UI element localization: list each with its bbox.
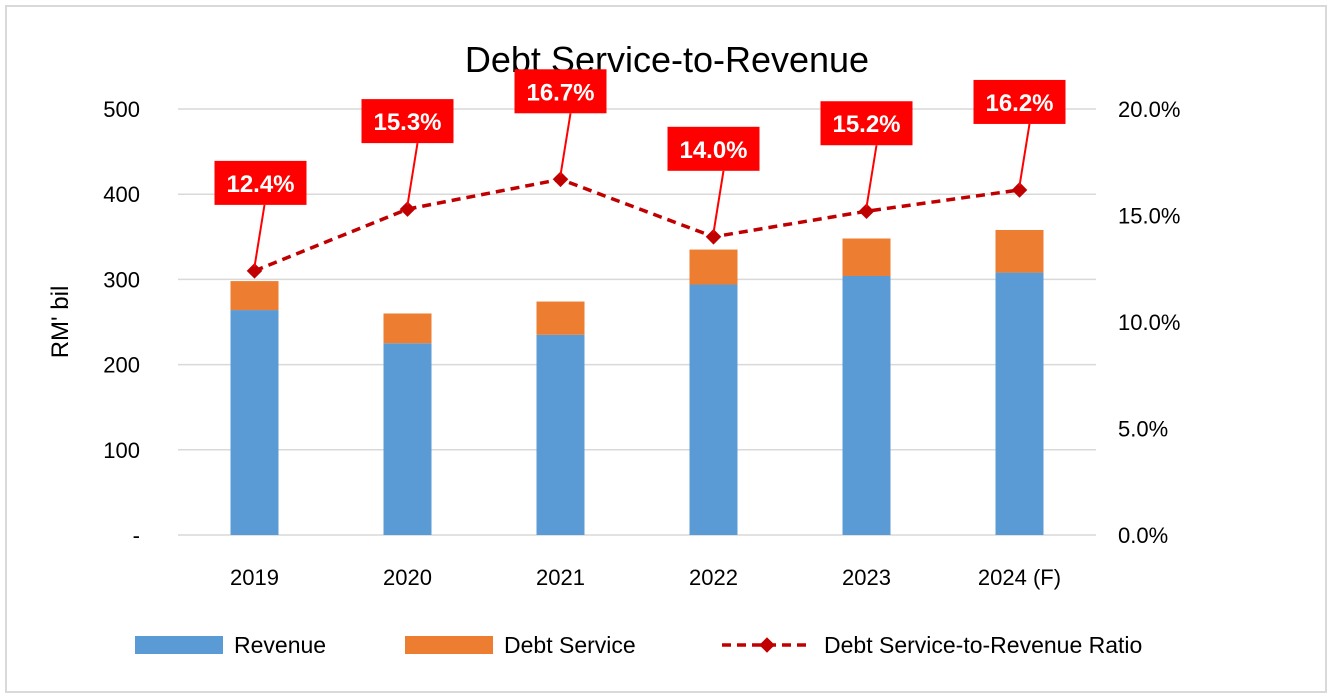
data-label: 12.4% [226, 171, 294, 198]
data-label-box [667, 126, 760, 171]
callout-leader [712, 170, 725, 233]
debt-service-bar [842, 238, 891, 276]
data-label-box [514, 69, 607, 114]
x-tick-label: 2020 [383, 565, 432, 590]
left-tick-label: 500 [103, 97, 140, 122]
data-label: 15.2% [832, 111, 900, 138]
data-label-box [361, 99, 454, 144]
revenue-bar [995, 272, 1044, 535]
debt-service-bar [689, 249, 738, 285]
debt-service-bar [383, 313, 432, 344]
left-tick-label: - [133, 523, 140, 548]
x-tick-label: 2023 [842, 565, 891, 590]
legend-swatch-debt-service [405, 636, 493, 654]
tick-labels: - 100 200 300 400 500 0.0% 5.0% 10.0% 15.0% 20.0% 2… [103, 97, 1180, 590]
right-tick-label: 15.0% [1118, 204, 1180, 229]
right-tick-label: 5.0% [1118, 417, 1168, 442]
right-tick-label: 0.0% [1118, 523, 1168, 548]
legend-label-ratio: Debt Service-to-Revenue Ratio [824, 632, 1142, 658]
callout-leader [1018, 123, 1031, 187]
y-axis-label: RM' bil [47, 286, 74, 359]
ratio-point-marker [858, 203, 875, 220]
legend-marker-ratio [759, 637, 775, 653]
right-tick-label: 10.0% [1118, 310, 1180, 335]
callout-leader [865, 145, 878, 208]
callout-leader [253, 204, 266, 268]
x-tick-label: 2019 [230, 565, 279, 590]
legend-label-revenue: Revenue [234, 632, 326, 658]
right-tick-label: 20.0% [1118, 97, 1180, 122]
x-tick-label: 2022 [689, 565, 738, 590]
left-tick-label: 100 [103, 438, 140, 463]
bars [230, 229, 1044, 535]
x-tick-label: 2021 [536, 565, 585, 590]
gridlines [178, 108, 1096, 536]
debt-service-bar [536, 301, 585, 335]
data-labels: 12.4% 15.3% 16.7% 14.0% 15.2% 16.2% [214, 69, 1066, 268]
revenue-bar [536, 334, 585, 535]
legend-swatch-revenue [135, 636, 223, 654]
callout-leader [406, 142, 419, 206]
debt-service-bar [995, 229, 1044, 273]
revenue-bar [230, 310, 279, 535]
ratio-point-marker [399, 201, 416, 217]
debt-service-bar [230, 281, 279, 311]
data-label: 16.2% [985, 90, 1053, 117]
left-tick-label: 200 [103, 353, 140, 378]
data-label: 16.7% [526, 79, 594, 106]
left-tick-label: 300 [103, 267, 140, 292]
left-tick-label: 400 [103, 182, 140, 207]
revenue-bar [689, 284, 738, 535]
revenue-bar [842, 275, 891, 535]
legend-label-debt-service: Debt Service [504, 632, 636, 658]
data-label: 15.3% [373, 109, 441, 136]
data-label-box [973, 79, 1066, 124]
ratio-point-marker [705, 229, 722, 245]
ratio-line-path [253, 177, 1020, 273]
data-label-box [214, 160, 307, 205]
legend: Revenue Debt Service Debt Service-to-Reven… [135, 632, 1142, 658]
x-tick-label: 2024 (F) [978, 565, 1061, 590]
chart-frame [5, 5, 1327, 693]
ratio-point-marker [552, 171, 569, 188]
callout-leader [559, 113, 572, 176]
ratio-line [246, 171, 1028, 279]
data-label: 14.0% [679, 137, 747, 164]
ratio-point-marker [1011, 182, 1028, 198]
data-label-box [820, 101, 913, 146]
revenue-bar [383, 343, 432, 535]
